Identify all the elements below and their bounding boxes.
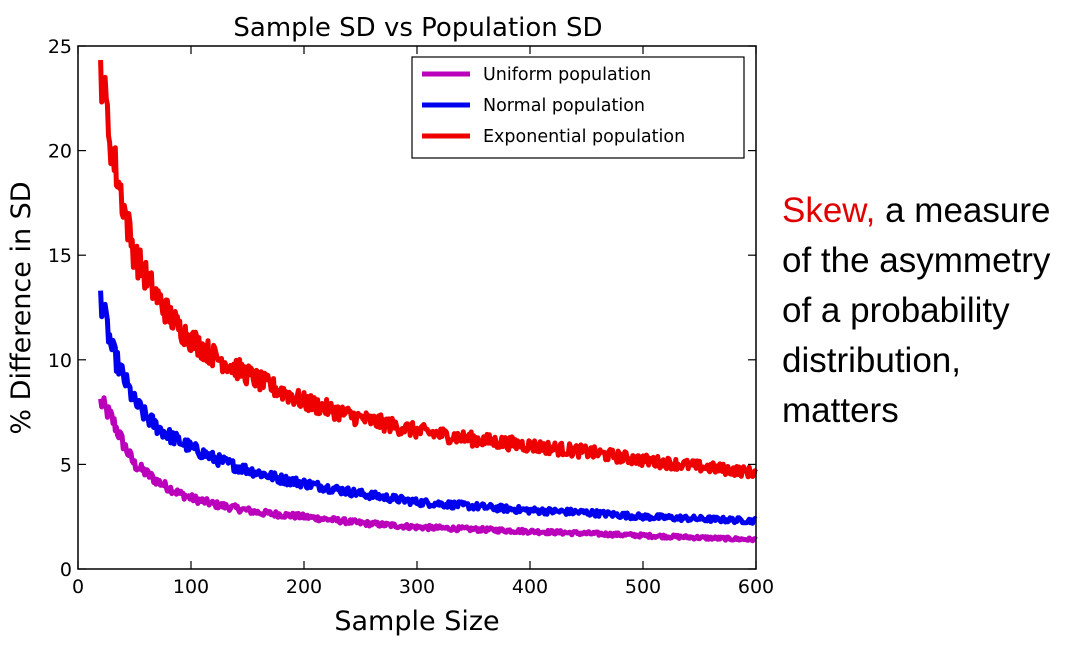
skew-caption: Skew, a measure of the asymmetry of a pr…: [782, 186, 1082, 436]
legend-label: Exponential population: [483, 127, 685, 147]
x-tick-label: 300: [399, 576, 435, 598]
caption-line-5: matters: [782, 391, 899, 430]
legend: Uniform population Normal population Expon…: [411, 56, 745, 159]
x-tick-label: 600: [738, 576, 774, 598]
x-tick-label: 400: [512, 576, 548, 598]
x-tick-label: 200: [286, 576, 322, 598]
chart-title: Sample SD vs Population SD: [233, 13, 602, 43]
y-tick-label: 15: [48, 245, 72, 267]
y-tick-label: 5: [60, 454, 72, 476]
y-tick-label: 25: [48, 36, 72, 58]
y-tick-label: 0: [60, 559, 72, 581]
series-line-exponential: [98, 59, 758, 480]
caption-line-4: distribution,: [782, 341, 961, 380]
x-tick-label: 0: [72, 576, 84, 598]
legend-label: Normal population: [483, 96, 645, 116]
caption-line-3: of a probability: [782, 291, 1010, 330]
x-axis-label: Sample Size: [334, 606, 499, 637]
caption-highlight: Skew,: [782, 191, 876, 230]
x-tick-label: 100: [173, 576, 209, 598]
series-line-uniform: [98, 395, 758, 544]
caption-line-2: of the asymmetry: [782, 241, 1051, 280]
y-axis-label: % Difference in SD: [6, 181, 37, 434]
caption-line-1: a measure: [875, 191, 1051, 230]
series-line-normal: [98, 290, 758, 526]
legend-label: Uniform population: [483, 65, 651, 85]
x-tick-label: 500: [625, 576, 661, 598]
y-tick-label: 20: [48, 141, 72, 163]
y-tick-label: 10: [48, 350, 72, 372]
